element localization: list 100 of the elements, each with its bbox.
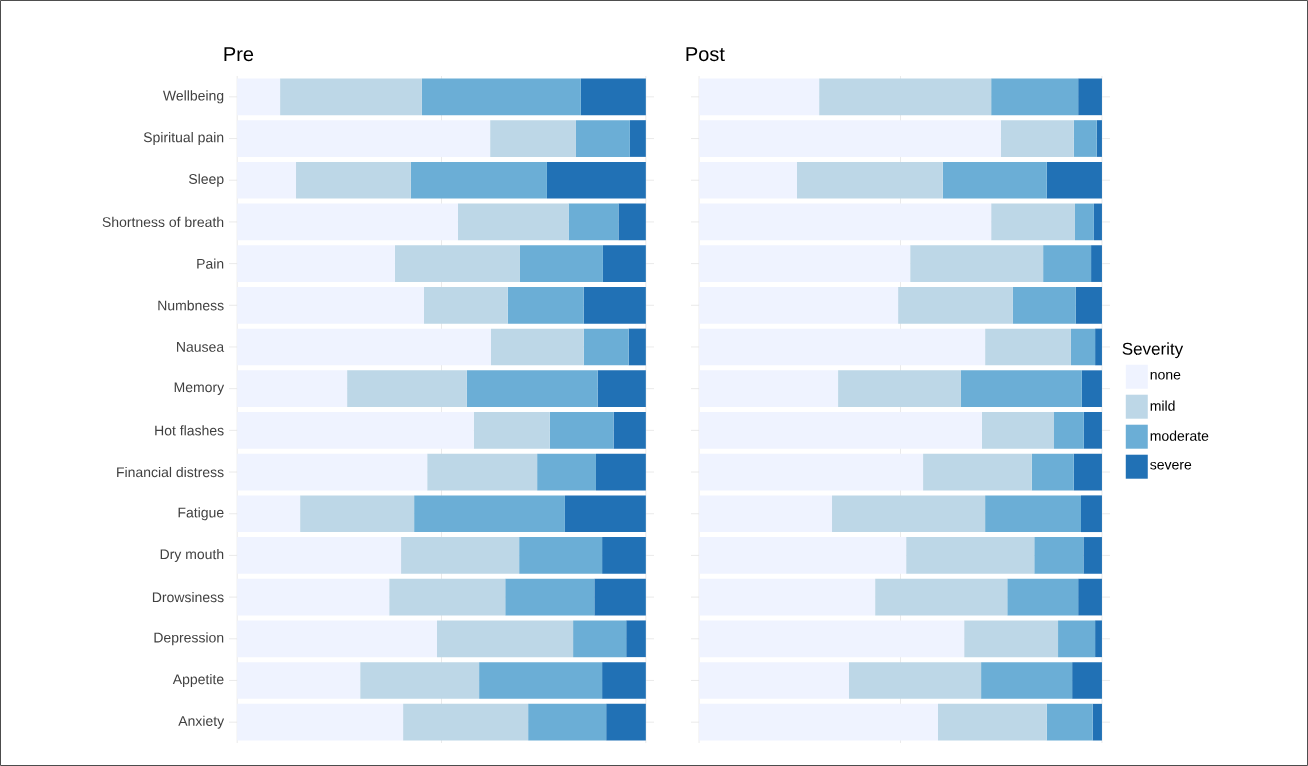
- bar: [629, 120, 646, 157]
- bar: [580, 78, 646, 116]
- bar: [595, 453, 646, 491]
- bar: [473, 412, 550, 449]
- y-tick-label: Sleep: [188, 173, 224, 187]
- bar: [1043, 245, 1092, 282]
- bar: [699, 453, 924, 491]
- y-tick-label: Fatigue: [178, 507, 224, 521]
- chart-title: Post: [686, 47, 725, 62]
- bar: [237, 286, 424, 324]
- bar: [796, 161, 943, 199]
- bar: [699, 161, 797, 199]
- bar: [1070, 328, 1096, 366]
- bar: [237, 495, 301, 533]
- legend-label: mild: [1150, 400, 1175, 411]
- bar: [568, 203, 619, 241]
- bar: [981, 662, 1073, 699]
- bar: [1054, 412, 1084, 449]
- bar: [427, 453, 538, 491]
- bar: [1075, 286, 1102, 324]
- bar: [389, 578, 506, 616]
- bar: [1073, 120, 1097, 157]
- bar: [280, 78, 422, 116]
- bar: [910, 245, 1044, 282]
- bar: [549, 412, 614, 449]
- bar: [1058, 620, 1096, 658]
- y-tick-label: Shortness of breath: [102, 216, 224, 228]
- bar: [583, 328, 629, 366]
- bar: [613, 412, 646, 449]
- bar: [237, 453, 428, 491]
- y-tick-label: Hot flashes: [155, 425, 224, 436]
- bar: [479, 662, 603, 699]
- bar: [937, 703, 1047, 741]
- chart-title: Pre: [224, 47, 254, 62]
- bar: [519, 245, 603, 282]
- bar: [699, 78, 820, 116]
- y-tick-label: Anxiety: [178, 715, 225, 729]
- bar: [985, 495, 1081, 533]
- bar: [964, 620, 1059, 658]
- bar: [300, 495, 415, 533]
- y-tick-label: Dry mouth: [160, 548, 224, 562]
- bar: [606, 703, 646, 741]
- y-tick-label: Spiritual pain: [143, 132, 224, 146]
- bar: [699, 620, 965, 658]
- bar: [985, 328, 1071, 366]
- bar: [1083, 537, 1102, 574]
- bar: [1091, 245, 1102, 282]
- bar: [490, 328, 584, 366]
- bar: [421, 78, 581, 116]
- bar: [594, 578, 646, 616]
- bar: [699, 286, 899, 324]
- bar: [1034, 537, 1084, 574]
- bar: [505, 578, 595, 616]
- bar: [423, 286, 508, 324]
- bar: [414, 495, 565, 533]
- bar: [699, 703, 938, 741]
- bar: [237, 537, 402, 574]
- bar: [699, 370, 839, 407]
- bar: [626, 620, 646, 658]
- bar: [1081, 495, 1102, 533]
- bar: [1095, 620, 1102, 658]
- bar: [699, 537, 907, 574]
- bar: [1007, 578, 1079, 616]
- bar: [296, 161, 411, 199]
- y-tick-label: Wellbeing: [162, 90, 224, 104]
- bar: [401, 537, 520, 574]
- bar: [1000, 120, 1074, 157]
- bar: [507, 286, 584, 324]
- y-tick-label: Nausea: [177, 342, 225, 352]
- y-tick-label: Depression: [154, 632, 224, 646]
- bar: [1083, 412, 1102, 449]
- bar: [699, 203, 992, 241]
- bar: [546, 161, 646, 199]
- bar: [457, 203, 569, 241]
- bar: [237, 370, 348, 407]
- y-tick-label: Pain: [197, 258, 224, 269]
- y-tick-label: Appetite: [172, 673, 224, 687]
- bar: [602, 245, 646, 282]
- bar: [618, 203, 646, 241]
- bar: [602, 537, 646, 574]
- bar: [237, 620, 438, 658]
- bar: [403, 703, 529, 741]
- bar: [490, 120, 576, 157]
- bar: [699, 328, 986, 366]
- bar: [237, 412, 474, 449]
- bar: [1078, 578, 1102, 616]
- bar: [519, 537, 603, 574]
- bar: [1081, 370, 1102, 407]
- bar: [898, 286, 1013, 324]
- bar: [237, 161, 297, 199]
- bar: [564, 495, 646, 533]
- y-tick-label: Numbness: [158, 300, 224, 311]
- legend-title: Severity: [1122, 342, 1184, 359]
- bar: [1046, 161, 1102, 199]
- bar: [1093, 203, 1102, 241]
- bar: [237, 203, 458, 241]
- bar: [360, 662, 480, 699]
- bar: [583, 286, 646, 324]
- bar: [1096, 120, 1102, 157]
- bar: [875, 578, 1008, 616]
